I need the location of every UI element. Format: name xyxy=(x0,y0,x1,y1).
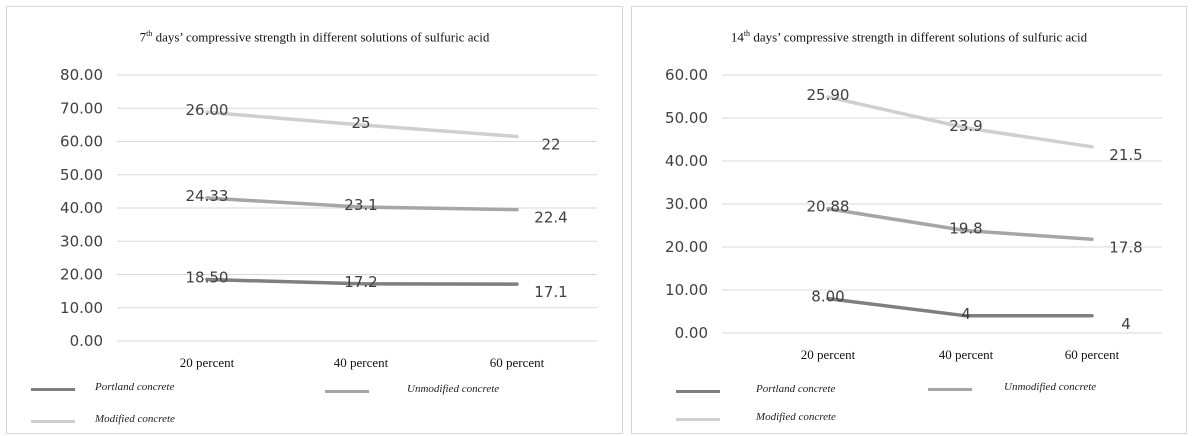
chart-title-superscript: th xyxy=(743,29,751,38)
chart-title-superscript: th xyxy=(146,29,153,38)
data-label: 4 xyxy=(961,305,971,323)
data-label: 17.2 xyxy=(344,273,377,291)
chart-title-number: 14 xyxy=(730,29,744,45)
x-tick-label: 60 percent xyxy=(490,355,545,370)
data-label: 22.4 xyxy=(534,209,567,227)
x-tick-label: 20 percent xyxy=(180,355,235,370)
data-label: 19.8 xyxy=(949,220,982,238)
chart-title: 7th days’ compressive strength in differ… xyxy=(7,29,622,45)
data-label: 18.50 xyxy=(186,268,229,286)
y-tick-label: 0.00 xyxy=(675,324,708,342)
y-tick-label: 50.00 xyxy=(60,166,103,184)
data-label: 25.90 xyxy=(807,86,850,104)
legend-swatch-modified xyxy=(31,420,75,423)
data-label: 21.5 xyxy=(1109,146,1142,164)
y-tick-label: 10.00 xyxy=(665,281,708,299)
y-tick-label: 50.00 xyxy=(665,109,708,127)
data-label: 17.8 xyxy=(1109,238,1142,256)
line-chart-14-days: 0.00 10.00 20.00 30.00 40.00 50.00 60.00 20 per… xyxy=(665,66,1162,362)
data-label: 24.33 xyxy=(186,187,229,205)
y-tick-label: 60.00 xyxy=(60,133,103,151)
data-label: 20.88 xyxy=(807,198,850,216)
chart-title-number: 7 xyxy=(139,29,147,45)
legend-label-modified: Modified concrete xyxy=(756,411,836,423)
y-tick-label: 70.00 xyxy=(60,99,103,117)
line-chart-7-days: 0.00 10.00 20.00 30.00 40.00 50.00 60.00 70.00 8… xyxy=(60,66,597,370)
legend-swatch-portland xyxy=(676,390,720,393)
y-tick-label: 20.00 xyxy=(60,266,103,284)
x-tick-label: 20 percent xyxy=(801,347,856,362)
y-tick-label: 60.00 xyxy=(665,66,708,84)
legend-label-portland: Portland concrete xyxy=(95,381,175,393)
legend-label-portland: Portland concrete xyxy=(756,383,836,395)
y-tick-label: 0.00 xyxy=(70,332,103,350)
data-label: 8.00 xyxy=(811,288,844,306)
legend-label-modified: Modified concrete xyxy=(95,413,175,425)
chart-panel-7-days: 7th days’ compressive strength in differ… xyxy=(6,6,623,434)
series-line-portland-concrete xyxy=(205,277,519,286)
x-tick-label: 40 percent xyxy=(334,355,389,370)
y-tick-label: 40.00 xyxy=(665,152,708,170)
data-label: 17.1 xyxy=(534,283,567,301)
chart-title: 14th days’ compressive strength in diffe… xyxy=(632,29,1186,45)
y-tick-label: 30.00 xyxy=(60,232,103,250)
data-label: 23.9 xyxy=(949,117,982,135)
series-line-modified-concrete xyxy=(205,110,519,139)
y-tick-label: 80.00 xyxy=(60,66,103,84)
y-tick-label: 40.00 xyxy=(60,199,103,217)
chart-panel-14-days: 14th days’ compressive strength in diffe… xyxy=(631,6,1187,434)
data-label: 25 xyxy=(351,114,370,132)
y-tick-label: 30.00 xyxy=(665,195,708,213)
legend-swatch-unmodified xyxy=(325,390,369,393)
chart-title-text: days’ compressive strength in different … xyxy=(750,29,1088,45)
x-tick-label: 40 percent xyxy=(939,347,994,362)
legend-swatch-portland xyxy=(31,388,75,391)
data-label: 26.00 xyxy=(186,101,229,119)
y-tick-label: 20.00 xyxy=(665,238,708,256)
series-line-modified-concrete xyxy=(826,95,1094,149)
y-tick-label: 10.00 xyxy=(60,299,103,317)
series-line-unmodified-concrete xyxy=(205,196,519,212)
series-line-unmodified-concrete xyxy=(826,206,1094,242)
series-line-portland-concrete xyxy=(826,296,1094,318)
legend-label-unmodified: Unmodified concrete xyxy=(407,383,500,395)
legend-swatch-modified xyxy=(676,418,720,421)
data-label: 4 xyxy=(1121,315,1131,333)
legend-swatch-unmodified xyxy=(928,388,972,391)
legend-label-unmodified: Unmodified concrete xyxy=(1004,381,1097,393)
data-label: 23.1 xyxy=(344,196,377,214)
data-label: 22 xyxy=(541,136,560,154)
x-tick-label: 60 percent xyxy=(1065,347,1120,362)
chart-title-text: days’ compressive strength in different … xyxy=(152,29,490,45)
